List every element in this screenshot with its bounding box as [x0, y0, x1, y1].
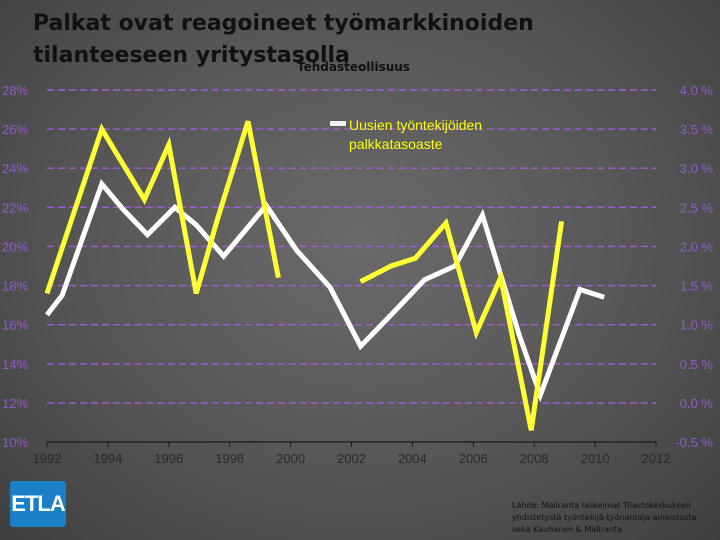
right-axis-tick-label: -0.5 % [675, 435, 713, 450]
left-axis-tick-label: 10% [2, 435, 28, 450]
source-note: Lähde: Maliranta laskelmat Tilastokeskuk… [512, 501, 697, 534]
legend-swatch [330, 121, 346, 126]
x-axis-tick-label: 2008 [520, 451, 549, 466]
right-axis-tick-label: 3.5 % [680, 122, 714, 137]
chart-title: Palkat ovat reagoineet työmarkkinoiden t… [33, 11, 534, 68]
right-axis-tick-label: 1.0 % [680, 318, 714, 333]
right-axis-tick-label: 1.5 % [680, 279, 714, 294]
right-axis-tick-label: 0.5 % [680, 357, 714, 372]
left-axis-tick-label: 18% [2, 279, 28, 294]
x-axis-tick-label: 2002 [337, 451, 366, 466]
x-axis-tick-label: 2006 [459, 451, 488, 466]
series-line-2 [44, 120, 281, 295]
right-axis-tick-label: 3.0 % [680, 161, 714, 176]
left-axis-tick-label: 12% [2, 396, 28, 411]
series-line-2 [359, 217, 565, 431]
right-axis-tick-label: 4.0 % [680, 83, 714, 98]
etla-logo: ETLA [10, 481, 66, 527]
x-axis-tick-label: 1998 [215, 451, 244, 466]
x-axis-tick-label: 2000 [276, 451, 305, 466]
x-axis-tick-label: 2012 [642, 451, 671, 466]
left-axis-tick-label: 14% [2, 357, 28, 372]
legend-label: Uusien työntekijöiden palkkatasoaste [349, 117, 482, 152]
x-axis-tick-label: 2010 [581, 451, 610, 466]
left-axis-tick-label: 28% [2, 83, 28, 98]
left-axis-tick-label: 20% [2, 239, 28, 254]
x-axis-tick-label: 1992 [33, 451, 62, 466]
series-line-1 [45, 178, 605, 403]
x-axis-tick-label: 1994 [93, 451, 122, 466]
right-axis-tick-label: 2.0 % [680, 239, 714, 254]
chart-subtitle: Tehdasteollisuus [297, 60, 410, 74]
x-axis-tick-label: 1996 [154, 451, 183, 466]
right-axis-tick-label: 0.0 % [680, 396, 714, 411]
left-axis-tick-label: 24% [2, 161, 28, 176]
left-axis-tick-label: 26% [2, 122, 28, 137]
right-axis-tick-label: 2.5 % [680, 200, 714, 215]
x-axis-tick-label: 2004 [398, 451, 427, 466]
left-axis-tick-label: 22% [2, 200, 28, 215]
left-axis-tick-label: 16% [2, 318, 28, 333]
